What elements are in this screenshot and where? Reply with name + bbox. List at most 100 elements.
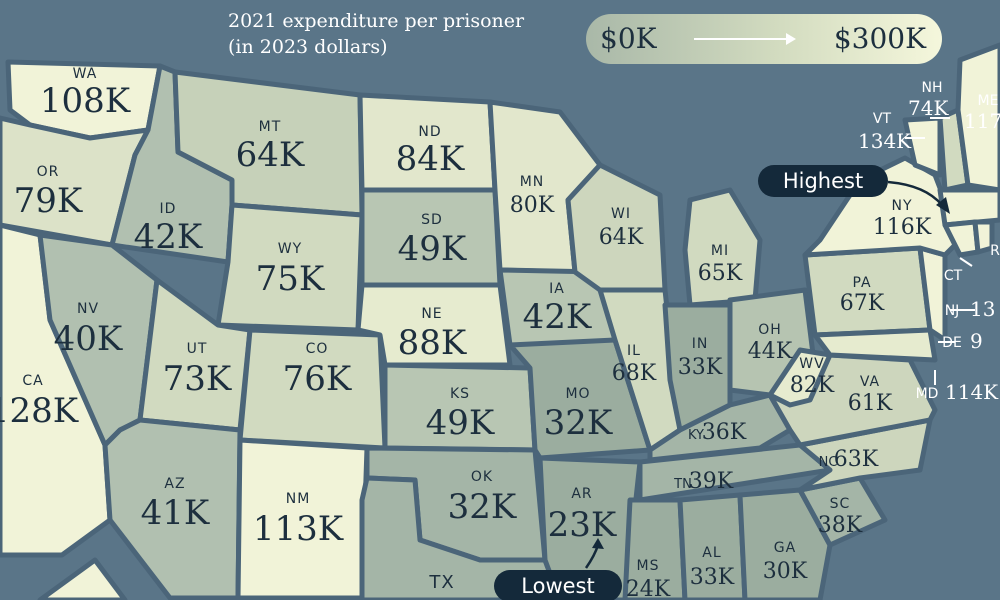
state-value-va: 61K [848, 391, 893, 416]
highest-arrowhead [936, 197, 950, 214]
state-vt[interactable] [902, 115, 943, 178]
state-value-il: 68K [612, 361, 657, 386]
state-value-me: 117 [964, 109, 1000, 133]
state-abbr-oh: OH [758, 322, 782, 338]
state-abbr-sd: SD [421, 212, 443, 228]
state-al[interactable] [677, 492, 748, 600]
state-abbr-me: ME [978, 93, 999, 109]
state-abbr-ne: NE [421, 306, 442, 322]
state-value-nv: 40K [54, 319, 123, 359]
state-value-mt: 64K [236, 135, 305, 175]
state-abbr-ks: KS [450, 386, 470, 402]
highest-callout: Highest [758, 165, 888, 197]
state-labels: WA108KOR79KCA128KID42KNV40KMT64KWY75KUT7… [0, 66, 1000, 600]
state-abbr-ny: NY [891, 198, 912, 214]
state-value-ny: 116K [873, 215, 932, 240]
state-abbr-ms: MS [637, 558, 660, 574]
state-ri[interactable] [972, 219, 995, 255]
state-value-mo: 32K [544, 403, 613, 443]
state-abbr-az: AZ [164, 476, 185, 492]
state-abbr-id: ID [160, 201, 177, 217]
state-abbr-ok: OK [471, 469, 493, 485]
state-value-mi: 65K [698, 261, 743, 286]
state-abbr-sc: SC [830, 496, 851, 512]
state-value-co: 76K [283, 359, 352, 399]
state-abbr-ia: IA [549, 281, 565, 297]
state-ak-partial [37, 557, 128, 600]
lowest-arrowhead [592, 538, 604, 549]
state-value-nd: 84K [396, 139, 465, 179]
state-abbr-md: MD [916, 386, 939, 402]
state-abbr-nv: NV [77, 301, 99, 317]
state-abbr-nc: NC [819, 455, 838, 470]
state-abbr-nd: ND [418, 124, 441, 140]
state-value-ky: 36K [702, 420, 747, 445]
state-value-ks: 49K [426, 403, 495, 443]
state-ma[interactable] [937, 187, 1000, 228]
state-abbr-il: IL [627, 343, 641, 359]
state-abbr-nh: NH [922, 80, 943, 96]
state-abbr-ky: KY [688, 428, 704, 443]
state-ms[interactable] [622, 497, 688, 600]
state-ga[interactable] [737, 487, 833, 600]
state-abbr-vt: VT [873, 111, 892, 127]
state-abbr-mt: MT [259, 119, 282, 135]
state-abbr-ca: CA [22, 373, 43, 389]
state-abbr-ut: UT [187, 341, 208, 357]
legend-title: 2021 expenditure per prisoner (in 2023 d… [228, 8, 588, 60]
state-value-ia: 42K [523, 297, 592, 337]
state-value-ms: 24K [626, 577, 671, 600]
state-abbr-va: VA [860, 374, 880, 390]
state-value-ut: 73K [163, 359, 232, 399]
state-abbr-ga: GA [774, 540, 796, 556]
state-value-az: 41K [141, 493, 210, 533]
state-value-wa: 108K [40, 81, 131, 121]
state-abbr-wy: WY [278, 241, 302, 257]
state-abbr-mo: MO [565, 386, 590, 402]
state-abbr-or: OR [37, 164, 60, 180]
state-abbr-pa: PA [852, 275, 871, 291]
state-abbr-nj: NJ [945, 303, 960, 319]
state-value-ok: 32K [448, 487, 517, 527]
color-scale-legend: $0K $300K [586, 14, 942, 64]
state-abbr-mn: MN [520, 174, 545, 190]
arrow-right-icon [694, 33, 796, 45]
state-ar[interactable] [537, 455, 643, 600]
state-abbr-de: DE [942, 335, 962, 351]
state-abbr-wa: WA [73, 66, 98, 82]
state-value-sd: 49K [398, 229, 467, 269]
state-wy[interactable] [215, 202, 365, 333]
state-value-ne: 88K [398, 323, 467, 363]
state-value-nm: 113K [253, 509, 344, 549]
state-abbr-wv: WV [799, 356, 824, 372]
state-value-ca: 128K [0, 391, 79, 431]
state-value-id: 42K [134, 217, 203, 257]
state-abbr-tx: TX [428, 572, 454, 593]
state-value-de: 9 [970, 329, 983, 353]
state-value-in: 33K [678, 355, 723, 380]
state-value-nc: 63K [834, 447, 879, 472]
legend-title-line2: (in 2023 dollars) [228, 36, 388, 58]
state-value-nh: 74K [908, 96, 949, 120]
state-value-al: 33K [690, 565, 735, 590]
state-abbr-ar: AR [571, 486, 592, 502]
state-abbr-al: AL [702, 545, 721, 561]
state-value-sc: 38K [818, 513, 863, 538]
state-value-or: 79K [14, 181, 83, 221]
state-value-wi: 64K [599, 225, 644, 250]
state-value-oh: 44K [748, 339, 793, 364]
ct-leader [959, 257, 973, 267]
state-value-nj: 13 [970, 297, 995, 321]
legend-min-label: $0K [600, 22, 657, 55]
state-value-md: 114K [945, 380, 999, 404]
state-wv[interactable] [767, 347, 833, 408]
state-md[interactable] [812, 327, 938, 363]
state-value-mn: 80K [510, 193, 555, 218]
legend-max-label: $300K [833, 22, 926, 55]
state-abbr-r: R [990, 243, 1000, 259]
state-me[interactable] [955, 42, 1000, 193]
state-abbr-tn: TN [673, 477, 692, 492]
state-value-ar: 23K [548, 505, 617, 545]
